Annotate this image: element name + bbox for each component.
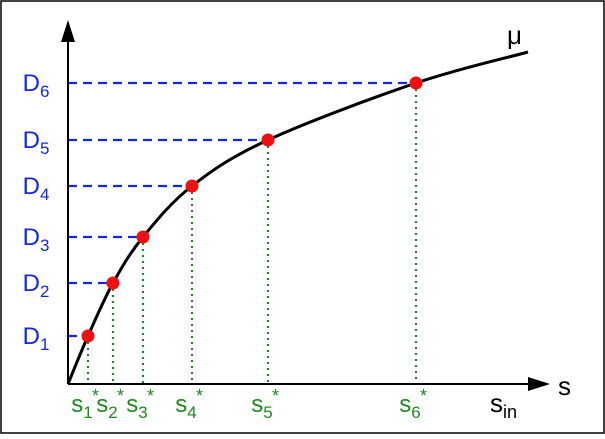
s6-label-sub: 6 bbox=[411, 403, 420, 422]
y-axis-arrowhead bbox=[61, 20, 75, 42]
x-axis-sublabel-main: s bbox=[490, 388, 503, 418]
x-axis-sublabel-sub: in bbox=[503, 402, 517, 422]
d5-label: D5 bbox=[23, 127, 50, 158]
d5-label-main: D bbox=[23, 127, 40, 154]
s6-label-star: * bbox=[420, 386, 427, 406]
point-6 bbox=[409, 76, 423, 90]
s3-label-star: * bbox=[147, 386, 154, 406]
s5-label-main: s bbox=[251, 391, 263, 418]
s2-label-main: s bbox=[96, 391, 108, 418]
s4-label-sub: 4 bbox=[187, 403, 196, 422]
s1-label-main: s bbox=[71, 391, 83, 418]
s5-label-sub: 5 bbox=[263, 403, 272, 422]
point-3 bbox=[136, 230, 150, 244]
s1-label-star: * bbox=[92, 386, 99, 406]
x-axis-arrowhead bbox=[528, 377, 550, 391]
s3-label-sub: 3 bbox=[138, 403, 147, 422]
mu-curve bbox=[66, 50, 529, 385]
s3-label: s3 bbox=[126, 391, 147, 422]
d1-label-main: D bbox=[23, 323, 40, 350]
s3-label-main: s bbox=[126, 391, 138, 418]
d2-label: D2 bbox=[23, 270, 50, 301]
point-5 bbox=[261, 133, 275, 147]
s4-label-star: * bbox=[196, 386, 203, 406]
s-labels: s1*s2* s3* s4* s5* s6* bbox=[71, 386, 427, 422]
s6-label: s6 bbox=[399, 391, 420, 422]
d5-label-sub: 5 bbox=[40, 139, 49, 158]
s1-label: s1 bbox=[71, 391, 92, 422]
d-level-lines bbox=[68, 81, 416, 338]
s4-label-main: s bbox=[175, 391, 187, 418]
s5-label-star: * bbox=[272, 386, 279, 406]
x-axis-label: s bbox=[558, 371, 571, 401]
point-4 bbox=[185, 179, 199, 193]
s1-label-sub: 1 bbox=[83, 403, 92, 422]
x-axis-sublabel: sin bbox=[490, 388, 517, 422]
d3-label-sub: 3 bbox=[40, 236, 49, 255]
d6-label: D6 bbox=[23, 70, 50, 101]
s2-label: s2 bbox=[96, 391, 117, 422]
d4-label-sub: 4 bbox=[40, 185, 49, 204]
d4-label-main: D bbox=[23, 173, 40, 200]
s4-label: s4 bbox=[175, 391, 196, 422]
d1-label-sub: 1 bbox=[40, 335, 49, 354]
d3-label-main: D bbox=[23, 224, 40, 251]
point-1 bbox=[81, 329, 95, 343]
d2-label-main: D bbox=[23, 270, 40, 297]
s2-label-star: * bbox=[117, 386, 124, 406]
d4-label: D4 bbox=[23, 173, 50, 204]
d6-label-sub: 6 bbox=[40, 82, 49, 101]
d2-label-sub: 2 bbox=[40, 282, 49, 301]
d1-label: D1 bbox=[23, 323, 50, 354]
d6-label-main: D bbox=[23, 70, 40, 97]
s2-label-sub: 2 bbox=[108, 403, 117, 422]
curve-label: μ bbox=[507, 20, 522, 50]
s6-label-main: s bbox=[399, 391, 411, 418]
s-level-lines bbox=[86, 83, 418, 384]
d3-label: D3 bbox=[23, 224, 50, 255]
s5-label: s5 bbox=[251, 391, 272, 422]
curve-points bbox=[81, 76, 423, 343]
point-2 bbox=[106, 276, 120, 290]
